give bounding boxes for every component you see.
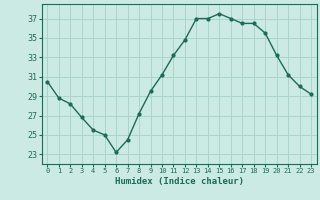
X-axis label: Humidex (Indice chaleur): Humidex (Indice chaleur) <box>115 177 244 186</box>
